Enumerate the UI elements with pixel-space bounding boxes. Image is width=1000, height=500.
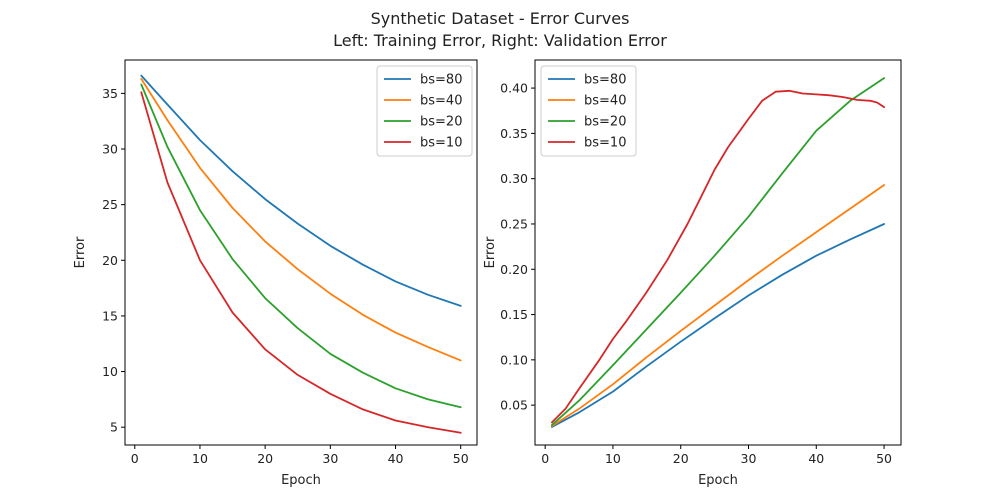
series-line-bs-10: [140, 91, 462, 434]
legend-entry: bs=20: [420, 115, 462, 130]
figure-subtitle: Left: Training Error, Right: Validation …: [333, 31, 667, 50]
x-tick-label: 10: [605, 451, 621, 466]
series-line-bs-20: [140, 83, 462, 409]
x-tick-label: 30: [322, 451, 338, 466]
legend-box: [540, 65, 637, 157]
axes-frame: [124, 59, 478, 446]
y-axis-label: Error: [73, 236, 88, 268]
series-line-bs-40: [551, 184, 885, 427]
x-tick-label: 50: [876, 451, 892, 466]
validation-error-panel: 0 10 20 30 40 50 0.05 0.10 0.15 0.20 0.25 0.30 0.35 0…: [483, 59, 902, 488]
y-axis-label: Error: [483, 236, 498, 268]
x-tick-label: 50: [453, 451, 469, 466]
legend-entry: bs=80: [584, 73, 626, 88]
y-tick-label: 0.15: [500, 307, 528, 322]
series-line-bs-40: [140, 78, 462, 362]
y-tick-label: 10: [102, 364, 118, 379]
y-tick-label: 0.35: [500, 126, 528, 141]
x-tick-label: 20: [257, 451, 273, 466]
y-tick-label: 35: [102, 86, 118, 101]
x-tick-label: 0: [541, 451, 549, 466]
y-tick-label: 0.25: [500, 216, 528, 231]
legend-box: [376, 65, 473, 157]
y-tick-label: 30: [102, 142, 118, 157]
y-tick-label: 5: [110, 420, 118, 435]
y-tick-label: 0.40: [500, 81, 528, 96]
series-line-bs-80: [140, 74, 462, 307]
y-tick-label: 0.30: [500, 171, 528, 186]
x-tick-label: 40: [808, 451, 824, 466]
legend-entry: bs=40: [584, 94, 626, 109]
series-line-bs-10: [551, 89, 885, 424]
y-tick-label: 25: [102, 197, 118, 212]
legend-entry: bs=40: [420, 94, 462, 109]
legend-entry: bs=20: [584, 115, 626, 130]
figure-title: Synthetic Dataset - Error Curves: [371, 9, 630, 28]
x-tick-label: 20: [673, 451, 689, 466]
x-tick-label: 10: [192, 451, 208, 466]
series-line-bs-20: [551, 77, 885, 427]
axes-frame: [534, 59, 902, 446]
y-tick-label: 0.05: [500, 398, 528, 413]
y-tick-label: 0.10: [500, 352, 528, 367]
y-tick-label: 0.20: [500, 262, 528, 277]
x-axis-label: Epoch: [281, 473, 321, 488]
legend-entry: bs=10: [584, 136, 626, 151]
legend-entry: bs=80: [420, 73, 462, 88]
legend-entry: bs=10: [420, 136, 462, 151]
series-line-bs-80: [551, 223, 885, 428]
training-error-panel: 0 10 20 30 40 50 5 10 15 20 25 30 35 Epoch Error bs=80 b…: [73, 59, 478, 488]
x-tick-label: 40: [388, 451, 404, 466]
y-tick-label: 15: [102, 308, 118, 323]
x-axis-label: Epoch: [698, 473, 738, 488]
x-tick-label: 30: [741, 451, 757, 466]
y-tick-label: 20: [102, 253, 118, 268]
x-tick-label: 0: [131, 451, 139, 466]
